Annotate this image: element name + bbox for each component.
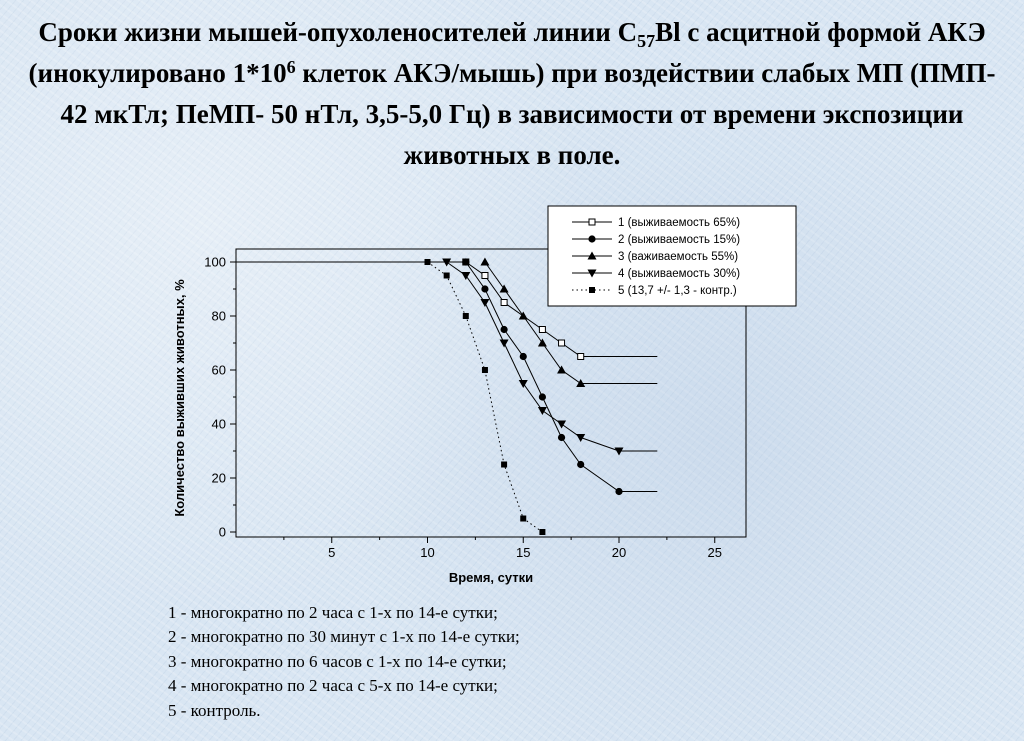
series-line-4 [446,261,658,452]
data-point [424,259,431,265]
x-tick-label: 25 [708,545,722,560]
data-point [481,285,489,293]
legend-marker-4 [587,269,597,278]
data-point [518,311,528,320]
y-tick-label: 60 [212,363,226,378]
data-point [539,529,546,535]
data-point [443,272,450,279]
data-point [577,353,585,360]
legend: 1 (выживаемость 65%) 2 (выживаемость 15%)… [547,205,797,307]
title-part-3: клеток АКЭ/мышь) при воздействии слабых … [60,58,996,170]
y-axis-label: Количество выживших животных, % [172,279,187,517]
legend-entry-3: 3 (важиваемость 55%) [618,251,738,263]
data-point [518,380,528,388]
data-point [557,365,567,374]
y-tick-label: 80 [212,309,226,324]
title-subscript: 57 [637,31,656,51]
data-point [537,338,547,347]
x-tick-label: 15 [516,545,530,560]
title-superscript: 6 [286,57,296,77]
series-4 [442,258,658,456]
data-point [462,313,469,319]
title-part-2: Bl с асцитной формой АКЭ (инокулировано … [28,17,986,88]
y-tick-label: 0 [219,525,226,540]
legend-entry-2: 2 (выживаемость 15%) [618,234,740,246]
data-point [557,433,566,442]
data-point [461,272,471,280]
data-point [481,367,488,373]
legend-marker-1 [588,218,596,226]
data-point [537,407,547,415]
y-tick-label: 100 [204,255,226,270]
note-item-5: 5 - контроль. [168,700,261,720]
legend-marker-2 [588,235,596,243]
data-point [576,379,586,387]
legend-entry-1: 1 (выживаемость 65%) [618,217,740,229]
data-point [480,257,490,266]
data-point [615,487,623,496]
legend-marker-5 [589,287,595,293]
slide-title: Сроки жизни мышей-опухоленосителей линии… [20,12,1004,176]
data-point [500,325,508,334]
x-tick-label: 10 [420,545,434,560]
data-point [576,434,586,442]
data-point [557,420,567,429]
data-point [538,393,547,401]
data-point [462,258,470,266]
x-axis-label: Время, сутки [449,570,533,585]
legend-entry-4: 4 (выживаемость 30%) [618,268,740,280]
data-point [442,258,452,267]
x-tick-label: 20 [612,545,626,560]
y-tick-label: 40 [212,417,226,432]
data-point [499,284,509,293]
data-point [558,339,566,347]
data-point [577,460,585,469]
series-5 [424,259,546,535]
data-point [520,515,527,522]
legend-marker-3 [587,251,597,260]
legend-entry-5: 5 (13,7 +/- 1,3 - контр.) [618,285,737,297]
note-item-4: 4 - многократно по 2 часа с 5-х по 14-е … [168,676,498,696]
data-point [501,461,508,468]
note-item-1: 1 - многократно по 2 часа с 1-х по 14-е … [168,603,498,622]
series-3 [480,257,658,387]
data-point [480,299,490,307]
data-point [519,352,527,361]
data-point [614,447,624,456]
data-point [538,326,546,333]
data-point [500,299,508,306]
plot-frame [235,248,747,538]
plot-area: 0 20 40 60 80 100 5 10 15 20 25 Время, сутки Количес… [172,248,747,585]
notes-list: 1 - многократно по 2 часа с 1-х по 14-е … [168,601,868,723]
series-2 [462,258,658,496]
x-tick-label: 5 [328,545,335,560]
note-item-3: 3 - многократно по 6 часов с 1-х по 14-е… [168,651,507,671]
data-point [499,339,509,348]
note-item-2: 2 - многократно по 30 минут с 1-х по 14-… [168,627,520,647]
data-point [481,272,489,279]
y-tick-label: 20 [212,471,226,486]
title-part-1: Сроки жизни мышей-опухоленосителей линии… [38,17,638,47]
